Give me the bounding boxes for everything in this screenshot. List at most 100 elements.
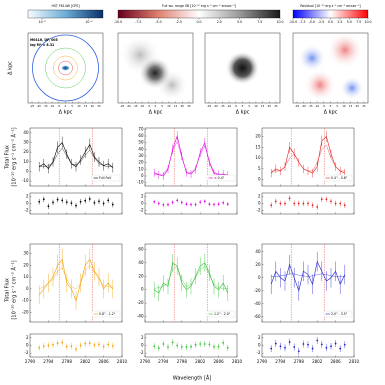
colorbar-tick-label: 0.0	[196, 20, 201, 24]
residual-point	[320, 343, 323, 346]
image-tick-label: 25	[362, 104, 366, 108]
image-tick-label: 25	[187, 104, 191, 108]
residual-point	[222, 201, 225, 204]
residual-point	[297, 350, 300, 353]
residual-point	[213, 203, 215, 206]
image-tick-label: 25	[274, 104, 278, 108]
x-tick-label: 2794	[275, 359, 286, 364]
image-tick-label: 0	[155, 104, 157, 108]
residual-point	[199, 343, 202, 345]
image-tick-label: -10	[227, 104, 232, 108]
residual-point	[334, 202, 337, 205]
residual-point	[325, 346, 328, 349]
y-tick-label: -40	[254, 301, 261, 306]
residual-point	[316, 339, 319, 342]
residual-point	[270, 347, 273, 350]
residual-point	[93, 201, 96, 204]
model-line	[154, 265, 228, 289]
legend-box	[323, 174, 353, 182]
x-tick-label: 2802	[195, 359, 206, 364]
residual-point	[42, 198, 45, 201]
x-tick-label: 2798	[177, 359, 188, 364]
residual-point	[157, 202, 160, 205]
legend-label: < 0.4"	[214, 176, 225, 180]
galaxy	[61, 65, 70, 71]
residual-point	[38, 200, 41, 203]
map-blob	[139, 57, 171, 89]
residual-point	[88, 342, 91, 345]
y-tick-label: 0	[26, 201, 29, 206]
aperture	[45, 47, 86, 89]
y-tick-label: 0	[26, 343, 29, 348]
image-tick-label: 25	[97, 104, 101, 108]
colorbar-tick-label: -5.0	[309, 20, 315, 24]
image-tick-label: 15	[261, 104, 265, 108]
y-tick-label: 0	[258, 343, 261, 348]
x-tick-label: 2810	[232, 359, 243, 364]
image-tick-label: -25	[120, 104, 125, 108]
x-tick-label: 2810	[117, 359, 128, 364]
annotation: log M* = 8.31	[30, 43, 54, 47]
image-tick-label: 15	[84, 104, 88, 108]
residual-point	[88, 198, 91, 200]
image-tick-label: 10	[342, 104, 346, 108]
y-tick-label: -20	[22, 310, 29, 315]
residual-point	[343, 204, 346, 207]
colorbar-tick-label: -2.5	[318, 20, 324, 24]
residual-point	[274, 342, 277, 345]
residual-point	[302, 343, 305, 345]
y-tick-label: 15	[255, 144, 261, 149]
x-tick-label: 2806	[214, 359, 225, 364]
y-tick-label: 60	[138, 133, 144, 138]
image-tick-label: 0	[330, 104, 332, 108]
residual-point	[70, 202, 73, 205]
residual-point	[208, 203, 211, 206]
image-tick-label: 10	[254, 104, 258, 108]
residual-point	[284, 202, 286, 205]
y-tick-label: 0	[258, 177, 261, 182]
image-tick-label: 0	[65, 104, 67, 108]
residual-point	[56, 198, 59, 201]
colorbar-tick-label: 7.5	[257, 20, 262, 24]
image-tick-label: 20	[91, 104, 95, 108]
residual-point	[47, 205, 50, 208]
residual-point	[157, 347, 160, 350]
image-panels: M0416, DP, 005 log M* = 8.31 Δ kpc	[8, 32, 369, 104]
residual-point	[79, 344, 82, 347]
y-tick-label: 10	[23, 159, 29, 164]
colorbar-tick-label: 10⁻²	[85, 20, 93, 24]
x-axis-label: Δ kpc	[324, 110, 338, 116]
residual-point	[274, 200, 277, 203]
annotation: M0416, DP, 005	[30, 38, 58, 42]
residual-point	[47, 344, 50, 347]
colorbar-label: HST F814W [CPS]	[51, 4, 79, 8]
data-line	[38, 258, 114, 302]
residual-point	[330, 345, 332, 348]
residual-point	[190, 345, 192, 348]
colorbar-label: Residual [10⁻²⁰ erg s⁻¹ cm⁻² arcsec⁻²]	[300, 4, 360, 8]
y-tick-label: 20	[23, 149, 29, 154]
data-line	[154, 262, 229, 294]
map-blob	[304, 69, 336, 101]
residual-point	[107, 343, 110, 346]
colorbar	[292, 9, 369, 19]
map-blob	[340, 76, 364, 100]
y-tick-label: 0	[258, 275, 261, 280]
residual-point	[307, 343, 309, 346]
residual-point	[334, 342, 337, 345]
y-tick-label: -10	[137, 180, 144, 185]
y-tick-label: 20	[23, 262, 29, 267]
residual-point	[102, 345, 105, 348]
residual-point	[190, 203, 192, 206]
y-tick-label: -2	[25, 350, 29, 355]
y-tick-label: -2	[25, 208, 29, 213]
y-tick-label: 0	[26, 286, 29, 291]
residual-point	[176, 344, 179, 347]
y-tick-label: 2	[26, 194, 29, 199]
residual-point	[102, 202, 105, 205]
colorbar-tick-label: 2.5	[337, 20, 342, 24]
image-tick-label: 20	[268, 104, 272, 108]
residual-point	[52, 201, 54, 204]
residual-point	[343, 343, 346, 346]
image-tick-label: -20	[37, 104, 42, 108]
